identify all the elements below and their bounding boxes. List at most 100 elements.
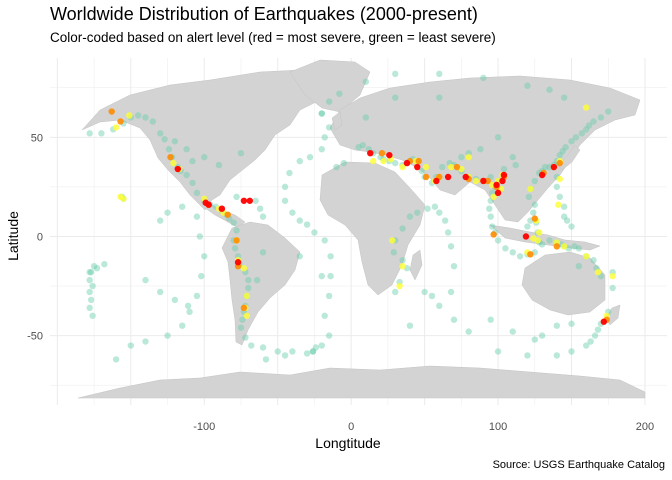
earthquake-point-green	[530, 209, 537, 216]
earthquake-point-orange	[108, 108, 115, 115]
earthquake-point-green	[458, 153, 465, 161]
earthquake-point-green	[441, 217, 449, 224]
earthquake-point-green	[156, 217, 164, 224]
x-tick-label: 0	[348, 421, 354, 433]
earthquake-point-green	[93, 264, 101, 272]
madagascar-landmass	[409, 249, 423, 281]
earthquake-point-orange	[117, 118, 124, 125]
earthquake-point-green	[325, 292, 333, 300]
earthquake-point-green	[296, 157, 303, 165]
earthquake-point-green	[436, 209, 443, 216]
earthquake-point-yellow	[447, 163, 455, 171]
earthquake-point-green	[477, 146, 484, 153]
earthquake-point-orange	[490, 231, 497, 238]
earthquake-point-yellow	[396, 282, 403, 290]
earthquake-point-yellow	[112, 124, 120, 131]
earthquake-point-green	[127, 342, 134, 349]
earthquake-point-green	[359, 142, 367, 149]
earthquake-point-green	[439, 163, 446, 171]
earthquake-point-yellow	[560, 243, 568, 250]
earthquake-point-green	[494, 134, 502, 141]
earthquake-point-orange	[527, 251, 534, 258]
x-axis-title: Longtitude	[315, 435, 381, 451]
earthquake-point-green	[560, 213, 568, 220]
earthquake-point-green	[538, 241, 546, 248]
earthquake-point-yellow	[555, 201, 562, 208]
earthquake-point-green	[509, 249, 516, 256]
earthquake-point-green	[571, 243, 578, 250]
earthquake-point-green	[553, 322, 561, 329]
earthquake-point-green	[237, 324, 245, 331]
earthquake-point-green	[161, 136, 168, 143]
earthquake-point-green	[583, 126, 590, 133]
earthquake-point-green	[296, 253, 303, 260]
earthquake-point-orange	[224, 211, 231, 218]
earthquake-point-green	[575, 263, 583, 270]
earthquake-point-green	[591, 332, 599, 339]
earthquake-point-green	[516, 253, 524, 260]
earthquake-point-green	[605, 108, 612, 115]
earthquake-point-red	[403, 159, 411, 167]
earthquake-point-green	[585, 122, 593, 129]
earthquake-point-green	[590, 257, 597, 264]
earthquake-point-orange	[378, 149, 386, 157]
earthquake-point-green	[562, 144, 569, 151]
earthquake-point-green	[559, 147, 566, 155]
earthquake-point-green	[327, 272, 334, 280]
y-tick-label: 0	[37, 231, 43, 243]
earthquake-point-green	[541, 163, 549, 171]
x-tick-label: -100	[193, 421, 215, 433]
earthquake-point-yellow	[583, 253, 590, 260]
australia-landmass	[521, 251, 606, 316]
earthquake-point-red	[240, 197, 248, 204]
earthquake-points	[86, 70, 616, 363]
earthquake-point-orange	[484, 177, 491, 185]
japan-landmass	[557, 144, 581, 171]
earthquake-point-red	[218, 205, 226, 212]
earthquake-point-green	[568, 320, 575, 327]
earthquake-point-green	[171, 296, 179, 304]
earthquake-point-green	[233, 227, 240, 234]
earthquake-point-green	[318, 110, 325, 117]
earthquake-point-green	[318, 146, 325, 153]
earthquake-point-green	[184, 302, 192, 310]
earthquake-point-green	[406, 322, 414, 329]
earthquake-point-yellow	[389, 237, 396, 244]
earthquake-point-green	[189, 179, 196, 187]
earthquake-point-red	[433, 177, 440, 185]
earthquake-point-green	[480, 74, 487, 82]
earthquake-point-green	[560, 94, 568, 101]
earthquake-point-green	[89, 312, 96, 319]
earthquake-point-green	[142, 114, 149, 121]
earthquake-point-green	[86, 268, 93, 276]
earthquake-point-yellow	[556, 175, 563, 183]
earthquake-point-yellow	[594, 268, 602, 276]
earthquake-point-red	[174, 165, 182, 173]
earthquake-point-green	[575, 245, 583, 252]
earthquake-point-orange	[453, 163, 461, 171]
earthquake-point-green	[289, 348, 296, 355]
earthquake-point-green	[553, 183, 561, 191]
earthquake-point-green	[309, 348, 317, 355]
earthquake-point-green	[281, 352, 289, 359]
earthquake-point-yellow	[490, 193, 497, 200]
earthquake-point-green	[89, 282, 96, 290]
antarctica-landmass	[77, 365, 646, 399]
earthquake-point-red	[550, 163, 558, 171]
earthquake-point-green	[524, 352, 531, 359]
earthquake-point-green	[553, 352, 561, 359]
earthquake-point-green	[450, 263, 458, 270]
earthquake-point-red	[522, 233, 530, 240]
earthquake-point-green	[524, 223, 531, 230]
earthquake-point-green	[418, 167, 425, 175]
earthquake-point-green	[594, 326, 602, 333]
earthquake-point-orange	[556, 159, 563, 167]
earthquake-point-green	[253, 276, 261, 284]
earthquake-point-green	[487, 316, 494, 323]
earthquake-point-green	[245, 276, 252, 284]
earthquake-point-green	[390, 249, 397, 256]
earthquake-point-green	[90, 263, 98, 270]
earthquake-point-green	[259, 249, 267, 256]
earthquake-point-red	[234, 259, 242, 266]
